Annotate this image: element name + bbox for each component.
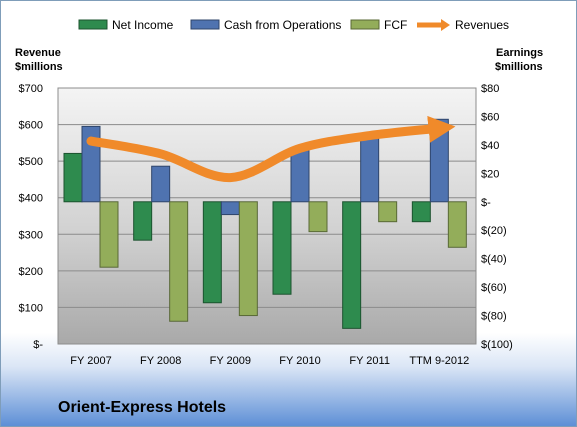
right-axis: $(100) $(80) $(60) $(40) $(20) $- $20 $40 $60 $80	[481, 83, 513, 351]
net-income-bar	[63, 152, 83, 203]
x-tick-label: FY 2010	[279, 355, 320, 367]
cash-from-operations-bar	[360, 135, 380, 203]
legend-label: FCF	[384, 18, 407, 32]
legend-label: Net Income	[112, 18, 174, 32]
net-income-legend-swatch	[78, 19, 108, 30]
revenues-legend-arrow	[441, 19, 450, 31]
left-tick-label: $-	[33, 339, 43, 351]
left-tick-label: $400	[19, 193, 43, 205]
cash-from-operations-legend-swatch	[190, 19, 220, 30]
net-income-bar	[272, 201, 292, 295]
left-tick-label: $600	[19, 120, 43, 132]
net-income-bar	[342, 201, 362, 329]
legend: Net Income Cash from Operations FCF Revenue…	[78, 18, 509, 32]
right-tick-label: $40	[481, 140, 499, 152]
company-name: Orient-Express Hotels	[58, 399, 227, 416]
x-tick-label: FY 2008	[140, 355, 181, 367]
cash-from-operations-bar	[151, 165, 171, 203]
right-axis-title: $millions	[495, 61, 543, 73]
fcf-bar	[308, 201, 328, 233]
right-tick-label: $(80)	[481, 311, 507, 323]
right-tick-label: $80	[481, 83, 499, 95]
right-axis-title: Earnings	[496, 47, 543, 59]
left-axis-title: $millions	[15, 61, 63, 73]
x-tick-label: TTM 9-2012	[409, 355, 469, 367]
right-tick-label: $(100)	[481, 339, 513, 351]
fcf-bar	[169, 201, 189, 322]
legend-label: Revenues	[455, 18, 509, 32]
left-tick-label: $100	[19, 302, 43, 314]
right-tick-label: $(20)	[481, 225, 507, 237]
cash-from-operations-bar	[290, 147, 310, 203]
x-tick-label: FY 2007	[70, 355, 111, 367]
right-tick-label: $60	[481, 111, 499, 123]
fcf-bar	[378, 201, 398, 223]
net-income-bar	[411, 201, 431, 223]
left-axis: $- $100 $200 $300 $400 $500 $600 $700	[19, 83, 44, 351]
left-tick-label: $700	[19, 83, 43, 95]
revenues-line	[86, 115, 456, 183]
left-tick-label: $300	[19, 229, 43, 241]
right-tick-label: $-	[481, 197, 491, 209]
revenue-line	[86, 115, 456, 183]
left-tick-label: $200	[19, 266, 43, 278]
x-axis: FY 2007 FY 2008 FY 2009 FY 2010 FY 2011 TTM 9…	[70, 355, 469, 367]
cash-from-operations-bar	[220, 201, 240, 216]
left-axis-title: Revenue	[15, 47, 61, 59]
left-tick-label: $500	[19, 156, 43, 168]
fcf-bar	[238, 201, 258, 317]
fcf-bar	[447, 201, 467, 248]
x-tick-label: FY 2009	[210, 355, 251, 367]
net-income-bar	[133, 201, 153, 241]
right-tick-label: $20	[481, 168, 499, 180]
right-tick-label: $(40)	[481, 254, 507, 266]
x-tick-label: FY 2011	[349, 355, 390, 367]
fcf-legend-swatch	[350, 19, 380, 30]
right-tick-label: $(60)	[481, 282, 507, 294]
fcf-bar	[99, 201, 119, 268]
legend-label: Cash from Operations	[224, 18, 341, 32]
net-income-bar	[202, 201, 222, 304]
